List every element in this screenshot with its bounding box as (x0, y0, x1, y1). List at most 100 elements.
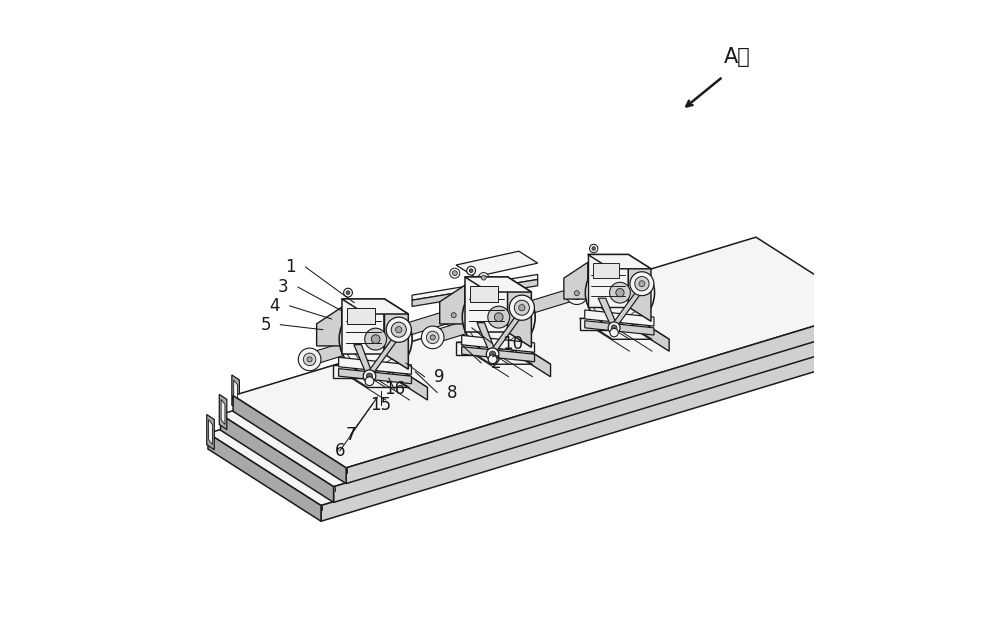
Circle shape (421, 326, 444, 349)
Circle shape (396, 327, 402, 333)
Polygon shape (347, 308, 375, 324)
Polygon shape (339, 369, 411, 384)
Circle shape (447, 309, 460, 322)
Polygon shape (588, 254, 628, 307)
Polygon shape (219, 394, 227, 430)
Polygon shape (456, 342, 551, 364)
Circle shape (365, 328, 387, 350)
Polygon shape (598, 298, 617, 326)
Circle shape (494, 313, 503, 322)
Polygon shape (334, 328, 856, 502)
Circle shape (565, 282, 588, 305)
Circle shape (488, 355, 497, 364)
Polygon shape (208, 433, 321, 521)
Text: 15: 15 (370, 396, 391, 414)
Circle shape (344, 288, 352, 297)
Circle shape (365, 377, 374, 386)
Text: 10: 10 (502, 335, 523, 352)
Circle shape (486, 348, 499, 360)
Circle shape (481, 275, 486, 280)
Polygon shape (456, 342, 516, 355)
Polygon shape (209, 420, 212, 445)
Polygon shape (497, 287, 579, 323)
Circle shape (452, 271, 457, 276)
Polygon shape (339, 357, 411, 374)
Circle shape (339, 303, 412, 376)
Circle shape (462, 281, 535, 354)
Text: 6: 6 (335, 442, 345, 460)
Circle shape (442, 304, 465, 327)
Circle shape (630, 272, 654, 296)
Circle shape (450, 268, 460, 278)
Polygon shape (470, 286, 498, 302)
Circle shape (610, 328, 618, 337)
Circle shape (346, 291, 350, 295)
Polygon shape (636, 318, 669, 351)
Polygon shape (516, 342, 551, 377)
Text: 1: 1 (285, 258, 296, 276)
Circle shape (366, 373, 373, 379)
Circle shape (585, 258, 655, 327)
Polygon shape (333, 365, 393, 378)
Polygon shape (234, 380, 237, 405)
Circle shape (571, 287, 583, 300)
Circle shape (426, 331, 439, 344)
Polygon shape (321, 347, 844, 521)
Polygon shape (585, 321, 654, 335)
Text: 4: 4 (270, 297, 280, 315)
Polygon shape (317, 307, 342, 346)
Text: A向: A向 (723, 46, 750, 67)
Polygon shape (431, 311, 501, 344)
Circle shape (519, 305, 525, 311)
Polygon shape (628, 254, 651, 322)
Polygon shape (456, 251, 538, 277)
Polygon shape (588, 254, 651, 269)
Circle shape (303, 353, 316, 365)
Polygon shape (462, 335, 535, 352)
Circle shape (489, 351, 496, 357)
Text: 2: 2 (491, 354, 501, 372)
Polygon shape (611, 289, 644, 326)
Polygon shape (333, 365, 427, 387)
Circle shape (639, 281, 645, 286)
Circle shape (469, 269, 473, 273)
Polygon shape (585, 310, 654, 326)
Polygon shape (308, 333, 377, 365)
Polygon shape (412, 274, 538, 300)
Circle shape (363, 370, 376, 382)
Polygon shape (232, 375, 239, 410)
Polygon shape (354, 345, 373, 374)
Polygon shape (440, 285, 465, 324)
Circle shape (479, 273, 489, 283)
Polygon shape (580, 318, 636, 330)
Polygon shape (208, 275, 844, 506)
Polygon shape (346, 310, 869, 484)
Text: 8: 8 (447, 384, 457, 401)
Circle shape (616, 288, 624, 297)
Polygon shape (593, 263, 619, 278)
Circle shape (467, 266, 476, 275)
Polygon shape (489, 313, 524, 352)
Polygon shape (580, 318, 669, 339)
Text: 16: 16 (384, 381, 405, 398)
Text: 9: 9 (434, 368, 445, 386)
Circle shape (514, 300, 529, 315)
Circle shape (307, 357, 312, 362)
Polygon shape (342, 299, 408, 314)
Circle shape (391, 322, 406, 337)
Text: 7: 7 (345, 426, 356, 443)
Circle shape (509, 295, 534, 320)
Polygon shape (233, 237, 869, 468)
Circle shape (590, 244, 598, 252)
Text: 5: 5 (260, 316, 271, 333)
Polygon shape (221, 399, 225, 425)
Polygon shape (342, 299, 384, 354)
Polygon shape (221, 256, 856, 487)
Circle shape (635, 276, 649, 291)
Polygon shape (564, 263, 588, 299)
Polygon shape (508, 277, 531, 347)
Polygon shape (462, 347, 535, 362)
Polygon shape (393, 365, 427, 400)
Polygon shape (412, 279, 538, 306)
Circle shape (371, 335, 380, 344)
